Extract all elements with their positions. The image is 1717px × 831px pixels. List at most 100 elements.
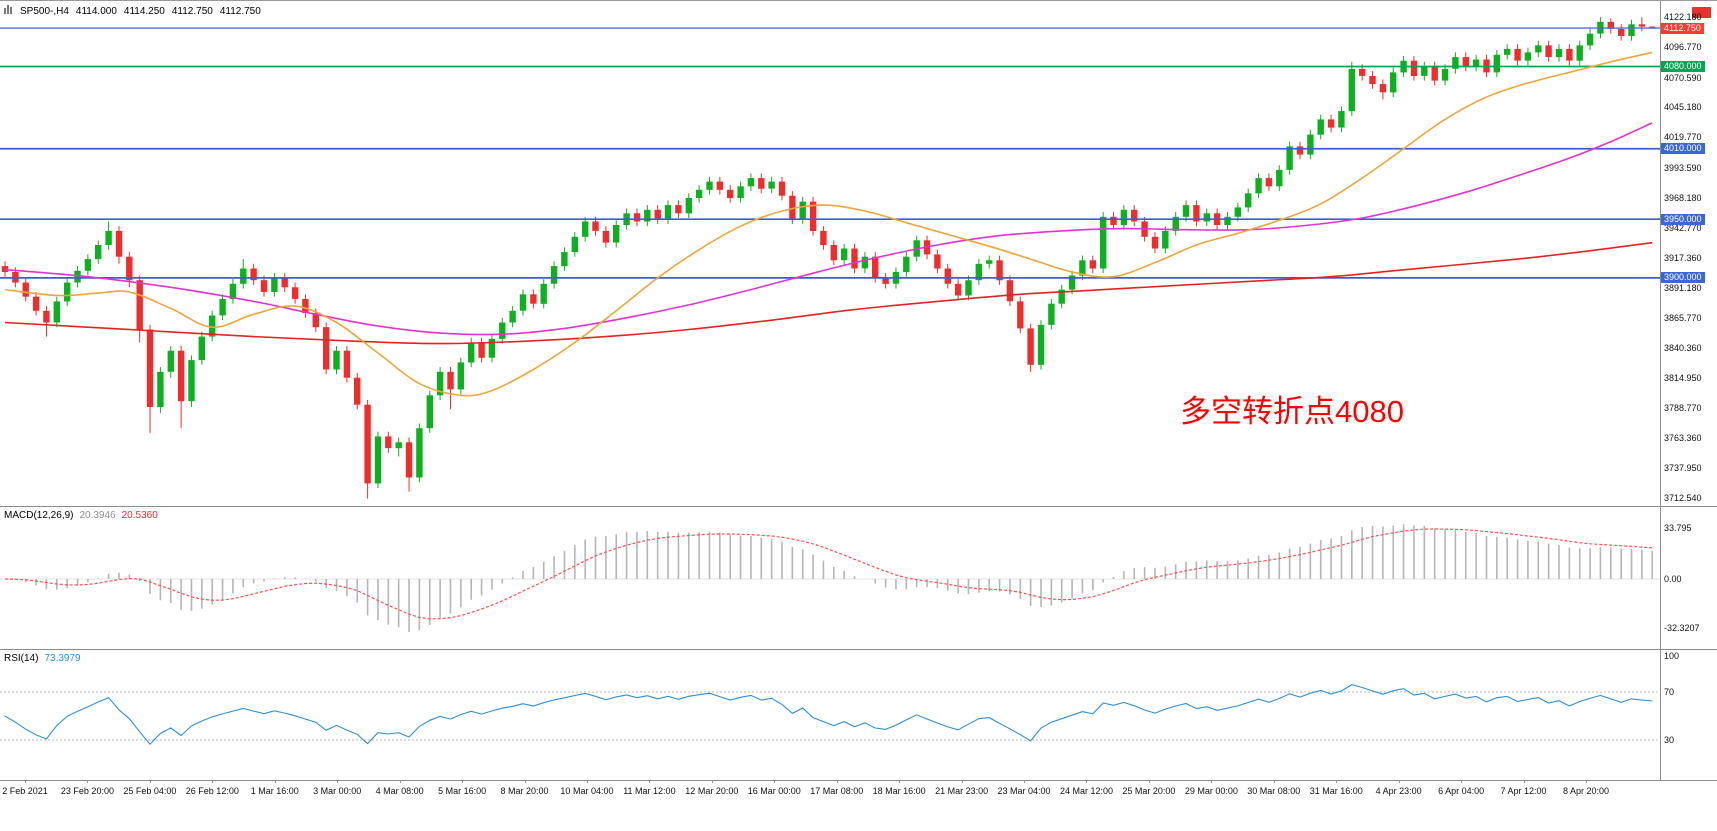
time-tick	[1086, 780, 1088, 783]
ma-medium-line	[4, 122, 1653, 336]
time-axis-label: 4 Mar 08:00	[375, 786, 424, 796]
rsi-axis-label: 30	[1664, 735, 1675, 745]
time-tick	[649, 780, 651, 783]
price-axis-label: 3788.770	[1664, 403, 1702, 414]
chart-title: SP500-,H4 4114.000 4114.250 4112.750 411…	[4, 5, 261, 17]
time-axis-label: 26 Feb 12:00	[185, 786, 239, 796]
candles-series	[1, 17, 1656, 499]
price-axis-badge: 4010.000	[1661, 143, 1705, 155]
time-axis-label: 31 Mar 16:00	[1309, 786, 1363, 796]
time-tick	[1586, 780, 1587, 783]
macd-main-value: 20.3946	[79, 510, 116, 521]
time-axis-label: 16 Mar 00:00	[747, 786, 801, 796]
price-axis-label: 4096.770	[1664, 41, 1702, 52]
price-axis-label: 4045.180	[1664, 102, 1702, 113]
time-axis-label: 21 Mar 23:00	[935, 786, 989, 796]
macd-axis-label: 0.00	[1664, 574, 1682, 584]
time-axis-label: 30 Mar 08:00	[1247, 786, 1301, 796]
time-tick	[25, 780, 26, 783]
price-axis-label: 3814.950	[1664, 372, 1702, 383]
time-axis-label: 5 Mar 16:00	[438, 786, 487, 796]
time-axis-label: 7 Apr 12:00	[1500, 786, 1547, 796]
time-tick	[1273, 780, 1275, 783]
macd-title: MACD(12,26,9) 20.3946 20.5360	[4, 510, 158, 521]
price-axis-label: 3993.590	[1664, 162, 1702, 173]
time-tick	[1336, 780, 1338, 783]
time-axis-label: 23 Feb 20:00	[60, 786, 114, 796]
time-axis-label: 24 Mar 12:00	[1059, 786, 1113, 796]
price-axis-label: 3737.950	[1664, 463, 1702, 474]
main-price-chart[interactable]	[0, 1, 1660, 506]
price-axis-badge: 4080.000	[1661, 61, 1705, 73]
time-tick	[1211, 780, 1213, 783]
time-tick	[274, 780, 276, 783]
time-tick	[1148, 780, 1150, 783]
macd-signal-value: 20.5360	[121, 510, 158, 521]
time-axis-label: 25 Mar 20:00	[1122, 786, 1176, 796]
price-axis-label: 3891.180	[1664, 283, 1702, 294]
ohlc-high: 4114.250	[123, 5, 165, 17]
annotation-text: 多空转折点4080	[1180, 394, 1404, 429]
price-axis-badge: 3950.000	[1661, 213, 1705, 225]
ma-slow-line	[4, 241, 1653, 345]
time-axis-label: 8 Mar 20:00	[500, 786, 549, 796]
ohlc-open: 4114.000	[75, 5, 117, 17]
macd-axis-label: 33.795	[1664, 523, 1692, 534]
symbol-timeframe-label: SP500-,H4	[20, 5, 69, 17]
time-axis-label: 10 Mar 04:00	[560, 786, 614, 796]
macd-label: MACD(12,26,9)	[4, 510, 74, 521]
time-tick	[1461, 780, 1463, 783]
price-axis-label: 3865.770	[1664, 313, 1702, 324]
time-axis-label: 8 Apr 20:00	[1562, 786, 1610, 796]
macd-axis-label: -32.3207	[1664, 622, 1700, 633]
time-tick	[399, 780, 401, 783]
time-axis-label: 11 Mar 12:00	[623, 786, 676, 796]
time-tick	[212, 780, 214, 783]
price-axis-label: 3942.770	[1664, 222, 1702, 233]
time-axis-label: 17 Mar 08:00	[810, 786, 864, 796]
time-axis-label: 2 Feb 2021	[2, 786, 48, 796]
panel-separator	[0, 780, 1717, 781]
ohlc-close: 4112.750	[219, 5, 261, 17]
rsi-label: RSI(14)	[4, 653, 39, 664]
time-tick	[961, 780, 963, 783]
top-right-red-badge[interactable]	[1692, 7, 1711, 18]
time-tick	[711, 780, 713, 783]
panel-separator	[0, 649, 1717, 650]
price-axis-label: 3968.180	[1664, 192, 1702, 203]
ma-fast-line	[4, 51, 1653, 397]
time-axis-label: 18 Mar 16:00	[872, 786, 926, 796]
time-tick	[899, 780, 901, 783]
price-axis-badge: 3900.000	[1661, 272, 1705, 284]
price-axis-label: 4070.590	[1664, 72, 1702, 83]
time-tick	[87, 780, 89, 783]
time-axis-label: 25 Feb 04:00	[123, 786, 177, 796]
price-axis-badge: 4112.750	[1661, 22, 1704, 34]
macd-panel[interactable]	[0, 507, 1660, 649]
price-axis-label: 3840.360	[1664, 342, 1702, 353]
price-axis-label: 4019.770	[1664, 132, 1702, 143]
axis-separator	[1660, 1, 1661, 781]
time-tick	[337, 780, 339, 783]
price-axis[interactable]: 4122.180 4096.770 4070.590 4045.180 4019.770…	[1660, 1, 1717, 831]
rsi-axis-label: 70	[1664, 687, 1675, 697]
time-axis[interactable]: 2 Feb 2021 23 Feb 20:00 25 Feb 04:00 26 Feb…	[0, 780, 1660, 820]
time-tick	[774, 780, 776, 783]
price-axis-label: 4122.180	[1664, 12, 1702, 22]
rsi-value: 73.3979	[44, 653, 81, 664]
price-axis-label: 3917.360	[1664, 252, 1702, 263]
time-tick	[524, 780, 526, 783]
panel-separator	[0, 506, 1717, 507]
time-tick	[1024, 780, 1026, 783]
time-tick	[149, 780, 151, 783]
rsi-line	[4, 684, 1653, 746]
price-axis-label: 3763.360	[1664, 433, 1702, 444]
ohlc-low: 4112.750	[171, 5, 213, 17]
rsi-panel[interactable]	[0, 650, 1660, 780]
time-axis-label: 3 Mar 00:00	[313, 786, 362, 796]
rsi-title: RSI(14) 73.3979	[4, 653, 81, 664]
price-axis-label: 3712.540	[1664, 493, 1702, 503]
time-axis-label: 6 Apr 04:00	[1438, 786, 1485, 796]
macd-histogram	[14, 524, 1654, 633]
